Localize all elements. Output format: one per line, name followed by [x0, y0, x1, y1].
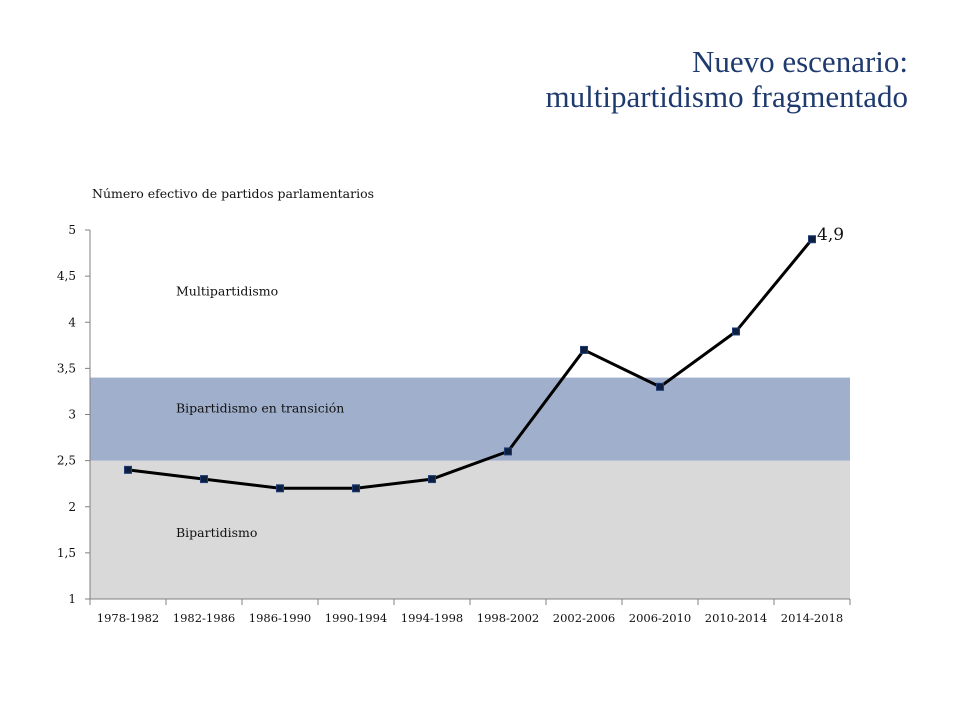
data-point-9	[732, 327, 740, 336]
band-label-3: Multipartidismo	[176, 284, 278, 299]
y-tick-label-3: 2	[68, 500, 76, 514]
y-tick-label-7: 4	[68, 315, 76, 329]
chart-series	[124, 235, 816, 493]
y-tick-label-5: 3	[68, 408, 76, 422]
x-tick-label-10: 2014-2018	[781, 611, 843, 625]
x-tick-label-9: 2010-2014	[705, 611, 767, 625]
band-label-2: Bipartidismo en transición	[176, 401, 344, 416]
data-point-8	[656, 382, 664, 391]
chart-axes: 1 1,5 2 2,5 3 3,5 4 4,5 5 1978-1982 1982-1986 1986-…	[57, 223, 851, 625]
slide-title-line-1: Nuevo escenario:	[691, 44, 908, 79]
y-tick-label-4: 2,5	[57, 454, 76, 468]
data-point-2	[200, 475, 208, 484]
data-point-5	[428, 475, 436, 484]
y-tick-label-8: 4,5	[57, 269, 76, 283]
data-point-10	[808, 235, 816, 244]
series-line-1	[127, 238, 814, 490]
slide-title-line-2: multipartidismo fragmentado	[545, 79, 908, 114]
x-tick-label-2: 1982-1986	[173, 611, 235, 625]
x-tick-label-1: 1978-1982	[97, 611, 159, 625]
x-tick-label-5: 1994-1998	[401, 611, 463, 625]
chart-bands	[90, 377, 850, 599]
x-tick-label-8: 2006-2010	[629, 611, 691, 625]
y-tick-label-1: 1	[68, 592, 76, 606]
data-point-6	[504, 447, 512, 456]
y-tick-label-9: 5	[68, 223, 76, 237]
slide-title: Nuevo escenario: multipartidismo fragmen…	[546, 44, 908, 114]
data-label-1: 4,9	[817, 225, 844, 245]
chart-title: Número efectivo de partidos parlamentari…	[92, 186, 375, 201]
chart-labels: Bipartidismo Bipartidismo en transición Mu…	[176, 225, 844, 540]
band-label-1: Bipartidismo	[176, 525, 257, 540]
x-tick-label-4: 1990-1994	[325, 611, 387, 625]
data-point-3	[276, 484, 284, 493]
x-tick-label-7: 2002-2006	[553, 611, 615, 625]
data-point-7	[580, 345, 588, 354]
y-tick-label-6: 3,5	[57, 361, 76, 375]
x-tick-label-6: 1998-2002	[477, 611, 539, 625]
band-1	[90, 460, 850, 599]
x-tick-label-3: 1986-1990	[249, 611, 311, 625]
y-tick-label-2: 1,5	[57, 546, 76, 560]
data-point-1	[124, 465, 132, 474]
data-point-4	[352, 484, 360, 493]
band-2	[90, 377, 850, 461]
